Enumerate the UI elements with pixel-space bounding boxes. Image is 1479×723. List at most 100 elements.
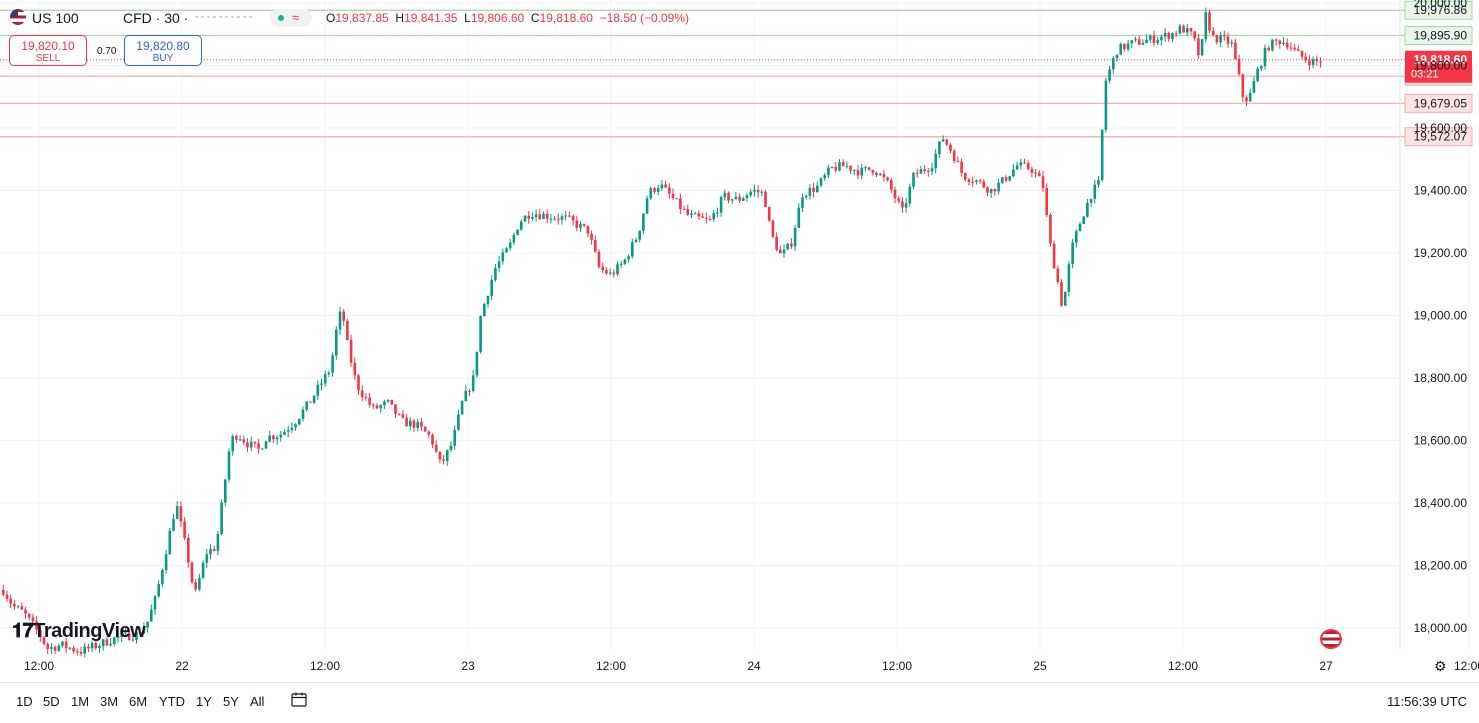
us-event-icon[interactable]	[1320, 629, 1342, 649]
candle-body	[823, 175, 826, 179]
candle-body	[471, 375, 475, 391]
candle-body	[1019, 162, 1023, 166]
candle-body	[612, 272, 616, 275]
range-5y[interactable]: 5Y	[223, 694, 239, 709]
candle-body	[238, 439, 242, 441]
buy-button[interactable]: 19,820.80 BUY	[124, 35, 202, 66]
candle-body	[83, 646, 86, 654]
wave-icon: ≈	[292, 10, 300, 25]
candle-body	[479, 316, 482, 352]
candle-body	[5, 594, 9, 599]
candle-body	[716, 212, 719, 214]
meta-placeholder	[195, 16, 255, 18]
candle-body	[623, 259, 627, 264]
candle-body	[767, 207, 771, 221]
candle-body	[1119, 43, 1122, 55]
candle-body	[819, 178, 823, 186]
candle-body	[1038, 173, 1041, 177]
candle-body	[27, 613, 31, 618]
candle-body	[427, 431, 431, 435]
candle-body	[209, 549, 212, 555]
candle-countdown: 03:21	[1411, 69, 1439, 81]
range-1d[interactable]: 1D	[16, 694, 33, 709]
candle-body	[194, 582, 197, 590]
candle-body	[1293, 47, 1296, 50]
price-tick-label: 18,400.00	[1414, 496, 1468, 510]
range-3m[interactable]: 3M	[100, 694, 119, 709]
range-5d[interactable]: 5D	[43, 694, 60, 709]
candle-body	[1001, 177, 1004, 183]
range-ytd[interactable]: YTD	[159, 694, 185, 709]
utc-clock[interactable]: 11:56:39 UTC	[1387, 694, 1467, 709]
candle-body	[1211, 30, 1215, 36]
candle-body	[235, 436, 238, 440]
candle-body	[486, 295, 490, 305]
change-value: −18.50 (−0.09%)	[599, 11, 690, 25]
candle-body	[1300, 50, 1304, 57]
candle-body	[338, 311, 342, 330]
candle-body	[416, 421, 419, 428]
candle-body	[1245, 97, 1248, 102]
candle-body	[57, 645, 61, 651]
candle-body	[845, 165, 849, 167]
candle-body	[460, 401, 464, 415]
range-1m[interactable]: 1M	[71, 694, 90, 709]
candle-body	[804, 195, 808, 198]
candle-body	[564, 215, 567, 217]
candle-body	[464, 390, 468, 402]
candle-body	[179, 506, 183, 522]
candle-body	[64, 641, 68, 649]
candle-body	[446, 450, 449, 461]
candle-body	[261, 448, 264, 450]
range-6m[interactable]: 6M	[129, 694, 148, 709]
candle-body	[157, 584, 160, 597]
resistance-level-tag	[1404, 0, 1473, 20]
symbol-name[interactable]: US 100	[32, 10, 79, 26]
candle-body	[1274, 39, 1278, 41]
bottom-toolbar: 1D 5D 1M 3M 6M YTD 1Y 5Y All 11:56:39 UT…	[0, 682, 1479, 723]
candle-body	[353, 362, 357, 376]
candle-body	[575, 220, 579, 228]
candle-body	[964, 173, 967, 180]
range-1y[interactable]: 1Y	[196, 694, 212, 709]
candle-body	[264, 441, 268, 449]
candle-body	[853, 169, 856, 171]
candle-body	[138, 632, 142, 634]
candle-body	[512, 234, 516, 243]
candle-body	[1256, 68, 1259, 82]
sell-label: SELL	[35, 53, 61, 64]
candle-body	[586, 225, 590, 234]
candle-body	[153, 596, 157, 610]
calendar-goto-icon[interactable]	[291, 692, 307, 707]
settings-gear-icon[interactable]: ⚙	[1434, 658, 1447, 674]
tradingview-logo[interactable]: 𝟏𝟕TradingView	[12, 620, 146, 643]
price-tick-label: 19,600.00	[1414, 121, 1468, 135]
chart-grid	[0, 0, 1470, 650]
candle-body	[1315, 59, 1319, 62]
price-tick-label: 18,200.00	[1414, 559, 1468, 573]
candle-body	[46, 643, 49, 649]
price-tick-label: 20,000.00	[1414, 0, 1468, 10]
candle-body	[686, 209, 690, 215]
support-level-tag	[1404, 127, 1473, 147]
range-all[interactable]: All	[250, 694, 265, 709]
candle-body	[286, 430, 290, 432]
price-tick-label: 19,000.00	[1414, 309, 1468, 323]
candle-body	[1204, 12, 1208, 40]
candle-body	[1171, 33, 1174, 40]
candle-body	[42, 637, 46, 644]
candle-body	[268, 435, 271, 442]
market-status-badge[interactable]: ≈	[270, 9, 312, 27]
candle-body	[1034, 172, 1037, 174]
candle-body	[31, 617, 35, 622]
candle-body	[72, 647, 75, 652]
sell-button[interactable]: 19,820.10 SELL	[9, 35, 87, 66]
candle-body	[801, 197, 804, 208]
candle-body	[1056, 268, 1060, 283]
candle-body	[1282, 42, 1285, 45]
candle-body	[1115, 54, 1119, 59]
candle-body	[216, 534, 220, 551]
candle-body	[568, 215, 571, 217]
symbol-meta[interactable]: CFD · 30 ·	[123, 10, 189, 26]
